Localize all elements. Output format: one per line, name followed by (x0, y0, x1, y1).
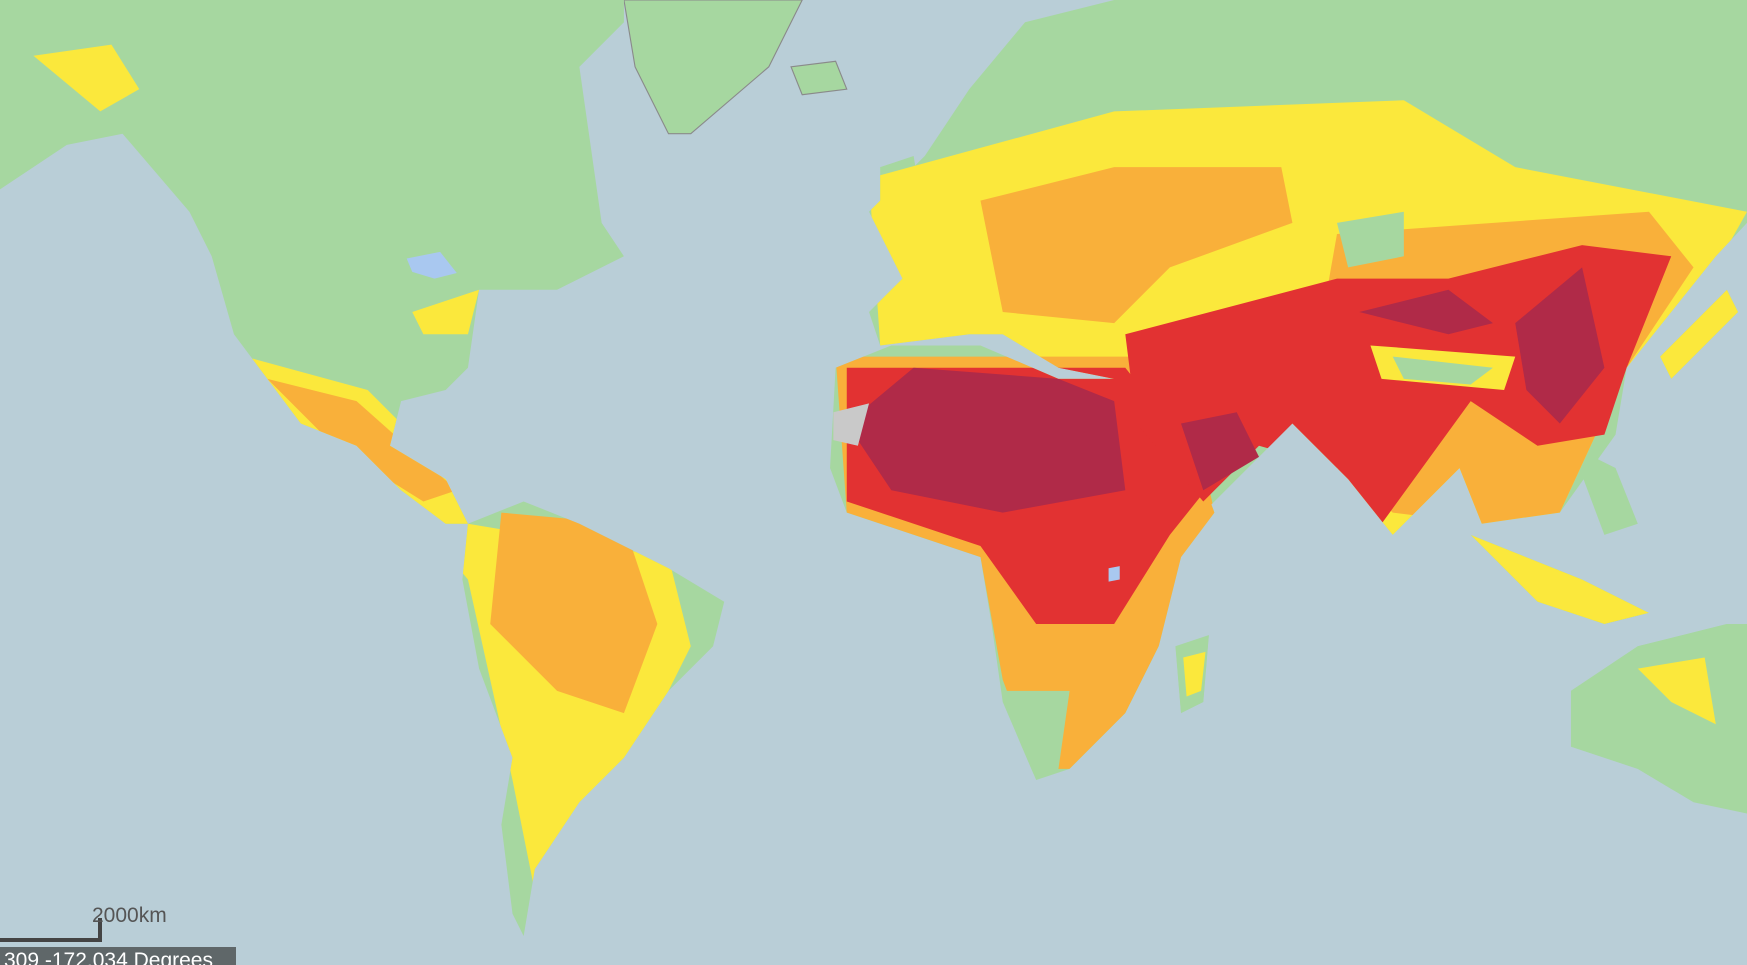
greenland (623, 0, 803, 135)
iceland (790, 60, 848, 96)
scale-bar (0, 918, 102, 942)
land-layer (623, 0, 848, 135)
lake-victoria (1108, 566, 1120, 582)
great-lakes (406, 251, 457, 279)
cursor-coordinates: 309 -172.034 Degrees (0, 947, 236, 965)
lakes (406, 251, 1120, 582)
scale-bar-label: 2000km (92, 904, 167, 927)
